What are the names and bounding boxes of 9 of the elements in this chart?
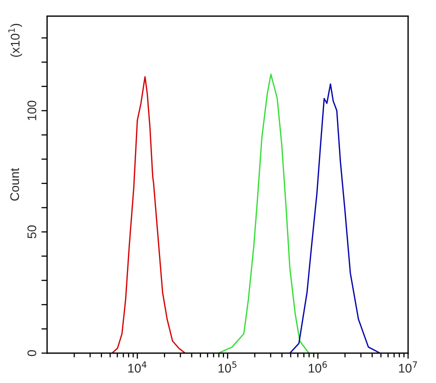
y-axis-title: Count [10,168,20,201]
text: (x10$^{1}$) [8,24,22,57]
x-tick-label: 10$^{6}$ [308,361,327,373]
x-tick-label: 10$^{7}$ [399,361,417,373]
x-tick-label: 10$^{4}$ [128,361,146,373]
y-tick-label: 50 [27,225,36,238]
y-tick-label: 100 [27,100,36,120]
y-tick-label: 0 [27,350,36,356]
x-tick-label: 10$^{5}$ [218,361,236,373]
